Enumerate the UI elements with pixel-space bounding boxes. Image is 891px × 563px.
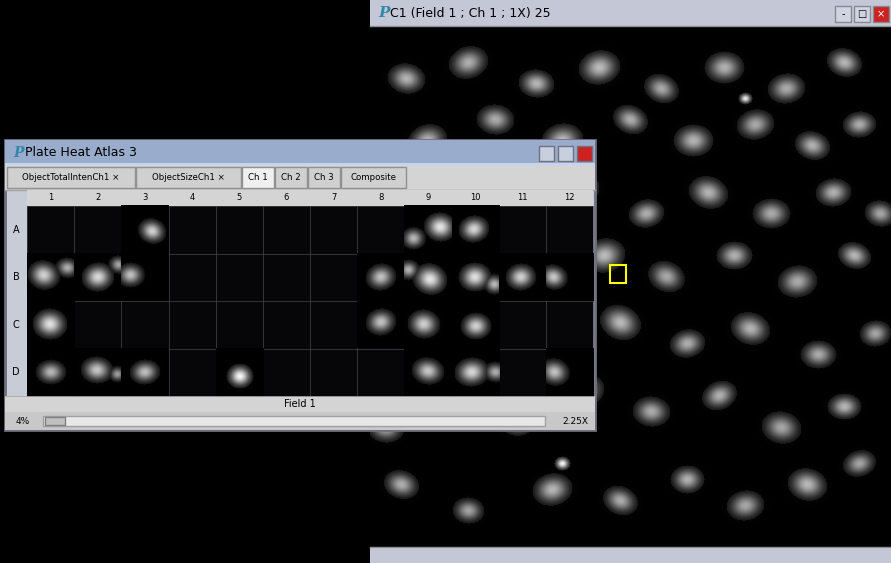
Bar: [370, 547, 891, 563]
Text: 10: 10: [470, 194, 480, 203]
Text: 2.25X: 2.25X: [562, 417, 588, 426]
Bar: [7, 167, 135, 188]
Bar: [27, 206, 593, 396]
Bar: [5, 163, 595, 166]
Text: 4: 4: [190, 194, 195, 203]
Text: 6: 6: [283, 194, 289, 203]
Text: Ch 2: Ch 2: [282, 173, 301, 182]
Text: P: P: [13, 146, 23, 160]
Text: -: -: [841, 9, 845, 19]
Text: C: C: [12, 320, 20, 330]
Bar: [577, 146, 592, 161]
Text: ×: ×: [877, 9, 885, 19]
Bar: [370, 0, 891, 26]
Text: Composite: Composite: [350, 173, 396, 182]
Text: Plate Heat Atlas 3: Plate Heat Atlas 3: [25, 146, 137, 159]
Bar: [43, 416, 545, 426]
Text: Field 1: Field 1: [284, 399, 316, 409]
Bar: [45, 417, 65, 425]
Text: Ch 3: Ch 3: [315, 173, 334, 182]
Bar: [242, 167, 274, 188]
Text: ObjectSizeCh1 ×: ObjectSizeCh1 ×: [152, 173, 225, 182]
Bar: [5, 412, 595, 430]
Text: B: B: [12, 272, 20, 282]
Bar: [835, 6, 851, 22]
Bar: [873, 6, 889, 22]
Text: P: P: [378, 6, 389, 20]
Text: 3: 3: [143, 194, 148, 203]
Text: 7: 7: [331, 194, 336, 203]
Text: D: D: [12, 367, 20, 377]
Bar: [136, 167, 241, 188]
Text: 11: 11: [517, 194, 527, 203]
Text: Ch 1: Ch 1: [248, 173, 268, 182]
Text: 2: 2: [95, 194, 101, 203]
Bar: [308, 167, 340, 188]
Text: A: A: [12, 225, 20, 235]
Bar: [5, 166, 595, 190]
Bar: [5, 140, 595, 166]
Bar: [275, 167, 307, 188]
Text: 9: 9: [425, 194, 430, 203]
Bar: [539, 146, 554, 161]
Text: C1 (Field 1 ; Ch 1 ; 1X) 25: C1 (Field 1 ; Ch 1 ; 1X) 25: [390, 7, 551, 20]
Bar: [610, 265, 626, 283]
Text: □: □: [857, 9, 867, 19]
Bar: [558, 146, 573, 161]
Text: 8: 8: [378, 194, 383, 203]
Bar: [341, 167, 406, 188]
Text: 4%: 4%: [16, 417, 30, 426]
Bar: [854, 6, 870, 22]
Bar: [27, 190, 593, 206]
Text: ObjectTotalIntenCh1 ×: ObjectTotalIntenCh1 ×: [22, 173, 119, 182]
Bar: [5, 140, 595, 430]
Bar: [5, 396, 595, 412]
Text: 1: 1: [48, 194, 53, 203]
Text: 5: 5: [237, 194, 241, 203]
Text: 12: 12: [564, 194, 575, 203]
